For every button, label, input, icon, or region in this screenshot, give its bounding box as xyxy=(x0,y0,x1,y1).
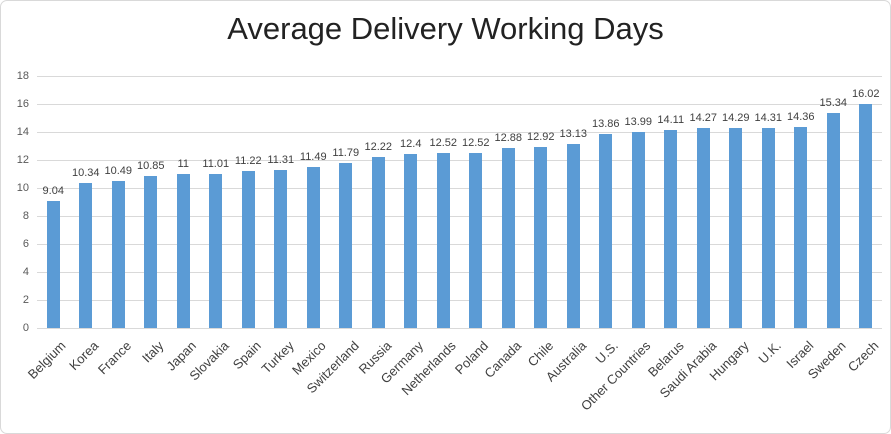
y-axis-tick-label: 8 xyxy=(22,210,29,222)
x-axis-category-label: Turkey xyxy=(257,338,297,377)
bar-value-label: 16.02 xyxy=(851,87,880,100)
bar-value-label: 11.01 xyxy=(202,157,230,170)
bar-value-label: 12.52 xyxy=(461,136,490,149)
y-axis-tick-label: 0 xyxy=(22,322,29,334)
gridline xyxy=(37,76,882,77)
bar xyxy=(79,183,93,328)
y-axis-tick-label: 14 xyxy=(16,126,29,138)
bar-value-label: 13.99 xyxy=(624,116,653,129)
gridline xyxy=(37,104,882,105)
bar-value-label: 11.31 xyxy=(267,153,295,166)
bar-value-label: 14.31 xyxy=(754,111,783,124)
x-axis-category-label: Belgium xyxy=(25,338,69,382)
bar xyxy=(209,173,223,328)
x-axis-category-label: Czech xyxy=(844,338,882,375)
bar-value-label: 13.13 xyxy=(559,128,588,141)
chart-title: Average Delivery Working Days xyxy=(227,11,664,46)
x-axis-category-label: France xyxy=(94,338,134,378)
bar-value-label: 11.22 xyxy=(234,154,262,167)
bar xyxy=(241,170,255,328)
y-axis-tick-label: 18 xyxy=(16,70,29,82)
bar xyxy=(599,133,613,328)
bar xyxy=(696,128,710,328)
bar-value-label: 14.27 xyxy=(689,112,718,125)
gridline xyxy=(37,188,882,189)
bar xyxy=(339,162,353,328)
bar-value-label: 12.4 xyxy=(400,138,422,151)
bar-value-label: 11.79 xyxy=(332,146,360,159)
bar-value-label: 14.29 xyxy=(721,111,750,124)
gridline xyxy=(37,216,882,217)
gridline xyxy=(37,132,882,133)
bar-value-label: 15.34 xyxy=(819,97,848,110)
bar-value-label: 14.11 xyxy=(657,114,685,127)
gridline xyxy=(37,160,882,161)
bar xyxy=(534,147,548,328)
bar-value-label: 10.34 xyxy=(71,167,100,180)
bar xyxy=(826,113,840,328)
y-axis-tick-label: 16 xyxy=(16,98,29,110)
bar xyxy=(46,201,60,328)
gridline xyxy=(37,328,882,329)
bar-value-label: 14.36 xyxy=(786,110,815,123)
bar-value-label: 10.85 xyxy=(136,160,165,173)
bar-value-label: 11 xyxy=(177,158,189,170)
bar xyxy=(306,167,320,328)
bar-value-label: 13.86 xyxy=(591,117,620,130)
bar xyxy=(664,130,678,328)
y-axis-tick-label: 2 xyxy=(22,294,29,306)
bar xyxy=(859,103,873,328)
bar-value-label: 12.52 xyxy=(429,136,458,149)
y-axis-tick-label: 4 xyxy=(22,266,29,278)
bar xyxy=(111,181,125,328)
bar xyxy=(501,147,515,328)
bar xyxy=(566,144,580,328)
y-axis-tick-label: 10 xyxy=(16,182,29,194)
bar xyxy=(274,169,288,328)
bar xyxy=(794,126,808,328)
bar xyxy=(729,127,743,328)
bar xyxy=(371,156,385,328)
bar-value-label: 12.92 xyxy=(526,131,555,144)
bar xyxy=(176,174,190,328)
x-axis-category-label: Italy xyxy=(138,338,167,366)
gridline xyxy=(37,300,882,301)
bar-value-label: 11.49 xyxy=(299,151,327,164)
gridline xyxy=(37,272,882,273)
bar xyxy=(469,152,483,328)
y-axis-tick-label: 12 xyxy=(16,154,29,166)
x-axis-category-label: Spain xyxy=(229,338,264,373)
bar-value-label: 12.22 xyxy=(364,140,393,153)
gridline xyxy=(37,244,882,245)
bar xyxy=(631,132,645,328)
bar xyxy=(144,176,158,328)
bar xyxy=(761,127,775,328)
x-axis-category-label: U.K. xyxy=(755,338,784,367)
bar-value-label: 12.88 xyxy=(494,131,523,144)
bar-value-label: 10.49 xyxy=(104,165,133,178)
bar xyxy=(404,154,418,328)
bar-value-label: 9.04 xyxy=(42,185,64,198)
bar xyxy=(436,152,450,328)
y-axis-tick-label: 6 xyxy=(22,238,29,250)
